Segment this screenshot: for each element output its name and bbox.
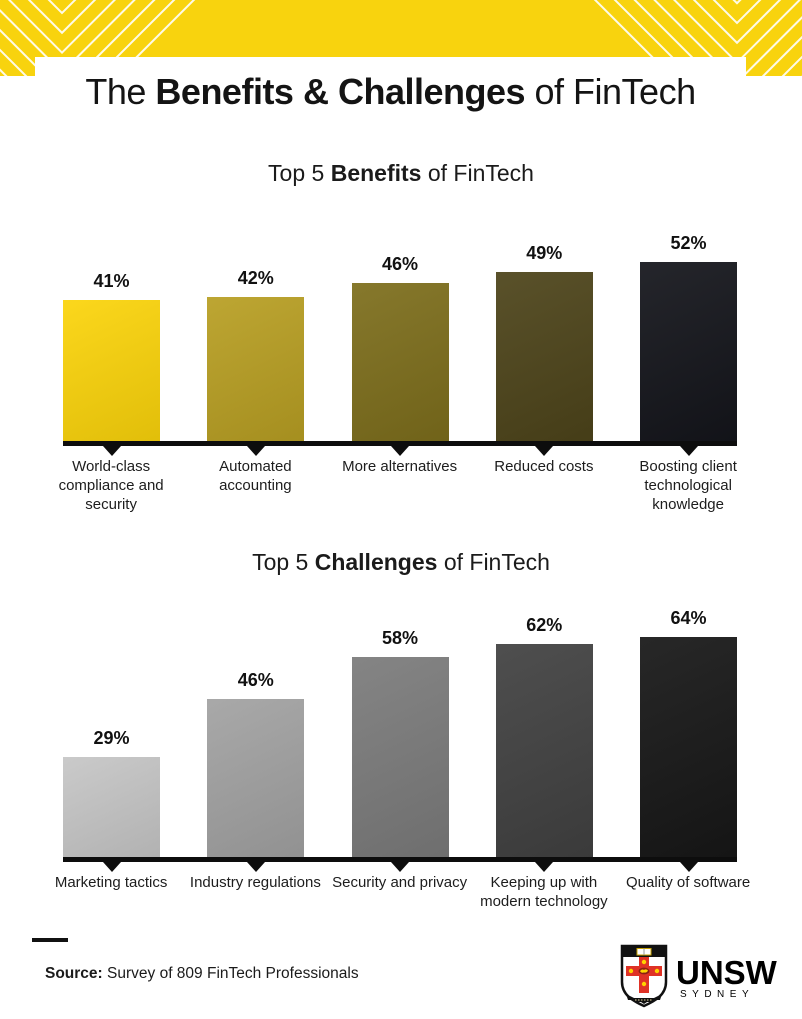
- unsw-wordmark: UNSW: [676, 954, 777, 991]
- bar: [495, 644, 593, 857]
- bar-value-label: 49%: [526, 243, 563, 263]
- bar: [640, 637, 737, 857]
- axis-tick-triangle: [102, 862, 121, 872]
- axis-tick-triangle: [246, 862, 265, 872]
- challenges-chart-title: Top 5 Challenges of FinTech: [0, 549, 802, 576]
- benefits-category-labels: World-class compliance and security Autom…: [39, 457, 761, 515]
- category-label: Marketing tactics: [54, 874, 168, 891]
- source-label: Source:: [45, 965, 103, 982]
- bar: [63, 300, 160, 441]
- benefits-chart-title: Top 5 Benefits of FinTech: [0, 160, 802, 187]
- bar-value-label: 41%: [93, 271, 130, 291]
- benefits-title-suffix: of FinTech: [421, 160, 534, 186]
- source-text: Survey of 809 FinTech Professionals: [102, 965, 359, 982]
- benefits-axis-line: [63, 441, 737, 446]
- bar-value-label: 58%: [381, 628, 419, 648]
- category-label: More alternatives: [342, 458, 458, 475]
- page-title: The Benefits & Challenges of FinTech: [85, 71, 697, 113]
- category-label: Reduced costs: [494, 458, 594, 475]
- bar-cell-more-alternatives: 46%: [351, 254, 449, 456]
- title-card: The Benefits & Challenges of FinTech: [35, 57, 746, 127]
- benefits-title-prefix: Top 5: [268, 160, 331, 186]
- benefits-bar-chart: 41% 42% 46% 49% 52% World-class compliance a…: [59, 233, 737, 515]
- bar-value-label: 46%: [237, 670, 274, 690]
- challenges-title-suffix: of FinTech: [437, 549, 550, 575]
- bar-cell-boosting-client-technological-knowledge: 52%: [640, 233, 737, 456]
- bar-value-label: 64%: [670, 608, 707, 628]
- bar-value-label: 42%: [237, 268, 274, 288]
- bar-cell-industry-regulations: 46%: [207, 670, 305, 872]
- page-title-bold: Benefits & Challenges: [155, 71, 526, 112]
- challenges-axis-line: [63, 857, 737, 862]
- category-label: Keeping up with modern technology: [480, 874, 608, 911]
- axis-tick-triangle: [679, 446, 698, 456]
- bar-value-label: 46%: [381, 254, 419, 274]
- bar-cell-security-and-privacy: 58%: [351, 628, 449, 872]
- source-note: Source: Survey of 809 FinTech Profession…: [45, 965, 359, 983]
- benefits-bars: 41% 42% 46% 49% 52%: [63, 233, 737, 456]
- axis-tick-triangle: [679, 862, 698, 872]
- category-label: Automated accounting: [219, 458, 292, 495]
- category-label: Security and privacy: [332, 874, 468, 891]
- benefits-title-bold: Benefits: [330, 160, 422, 186]
- bar-value-label: 62%: [526, 615, 563, 635]
- page-title-prefix: The: [85, 71, 156, 112]
- axis-tick-triangle: [391, 862, 409, 872]
- unsw-sydney-label: SYDNEY: [680, 989, 755, 1000]
- challenges-title-bold: Challenges: [314, 549, 438, 575]
- bar: [495, 272, 593, 441]
- category-label: Quality of software: [626, 874, 751, 891]
- page-title-suffix: of FinTech: [525, 71, 697, 112]
- unsw-logo: UNSW SYDNEY: [620, 942, 780, 1012]
- axis-tick-triangle: [102, 446, 121, 456]
- bar: [351, 283, 449, 441]
- bar-cell-keeping-up-with-modern-technology: 62%: [495, 615, 593, 872]
- bar-cell-automated-accounting: 42%: [207, 268, 305, 456]
- bar-cell-reduced-costs: 49%: [495, 243, 593, 456]
- category-label: Industry regulations: [189, 874, 321, 891]
- challenges-bars: 29% 46% 58% 62% 64%: [63, 608, 737, 872]
- bar-cell-marketing-tactics: 29%: [63, 728, 160, 872]
- bar: [63, 757, 160, 857]
- category-label: World-class compliance and security: [58, 458, 164, 514]
- footer-rule: [32, 938, 68, 942]
- challenges-title-prefix: Top 5: [252, 549, 315, 575]
- bar-value-label: 29%: [93, 728, 130, 748]
- challenges-category-labels: Marketing tactics Industry regulations Sec…: [39, 873, 761, 911]
- unsw-crest-icon: [620, 944, 668, 1008]
- bar-cell-world-class-compliance-and-security: 41%: [63, 271, 160, 456]
- bar-value-label: 52%: [670, 233, 707, 253]
- axis-tick-triangle: [246, 446, 265, 456]
- axis-tick-triangle: [535, 446, 554, 456]
- bar-cell-quality-of-software: 64%: [640, 608, 737, 872]
- bar: [351, 657, 449, 857]
- axis-tick-triangle: [391, 446, 409, 456]
- bar: [640, 262, 737, 441]
- axis-tick-triangle: [535, 862, 554, 872]
- bar: [207, 297, 305, 441]
- challenges-bar-chart: 29% 46% 58% 62% 64% Marketing tactics Industr…: [55, 608, 750, 911]
- bar: [207, 699, 305, 857]
- category-label: Boosting client technological knowledge: [639, 458, 737, 514]
